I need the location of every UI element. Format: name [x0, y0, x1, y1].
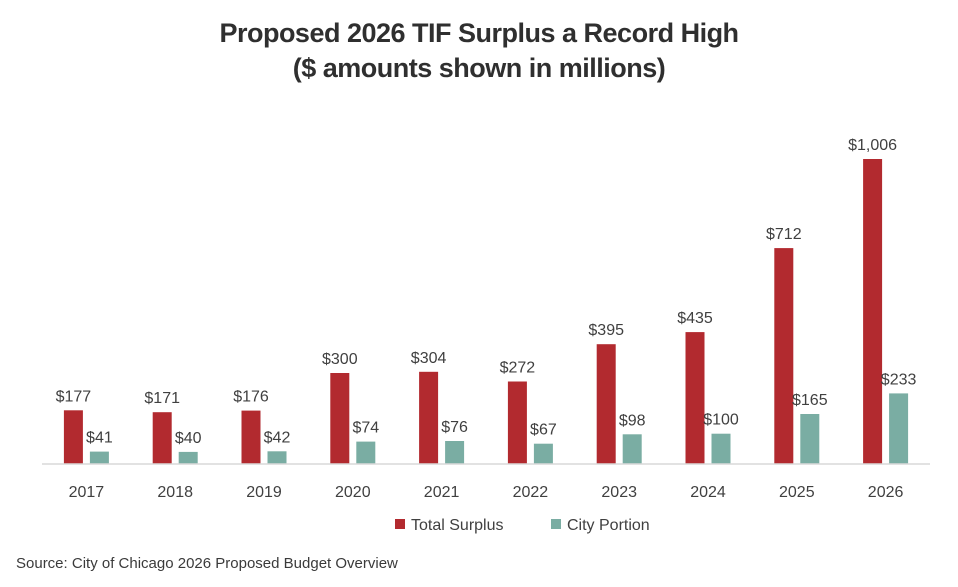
x-tick-label-2021: 2021	[424, 484, 460, 501]
legend-swatch-total-surplus	[395, 519, 405, 529]
x-tick-label-2022: 2022	[513, 484, 549, 501]
bar-city-portion-2024	[711, 433, 731, 464]
data-label-total-surplus-2024: $435	[677, 310, 713, 327]
x-tick-labels: 2017 2018 2019 2020 2021 2022 2023 2024 2025 2026	[69, 484, 904, 501]
bar-total-surplus-2019	[241, 410, 261, 464]
bar-total-surplus-2020	[330, 373, 350, 464]
x-tick-label-2026: 2026	[868, 484, 904, 501]
data-label-city-portion-2026: $233	[881, 371, 917, 388]
x-tick-label-2024: 2024	[690, 484, 726, 501]
data-label-city-portion-2022: $67	[530, 422, 557, 439]
bar-total-surplus-2022	[507, 381, 527, 464]
data-label-city-portion-2018: $40	[175, 430, 202, 447]
x-tick-label-2023: 2023	[601, 484, 637, 501]
data-label-total-surplus-2025: $712	[766, 226, 802, 243]
data-label-total-surplus-2020: $300	[322, 351, 358, 368]
data-label-total-surplus-2022: $272	[500, 360, 536, 377]
data-label-city-portion-2020: $74	[352, 420, 379, 437]
bar-total-surplus-2023	[596, 344, 616, 464]
source-note: Source: City of Chicago 2026 Proposed Bu…	[16, 555, 398, 572]
data-labels-layer: $177 $41 $171 $40 $176 $42 $300 $74 $304 $76 $272 $…	[56, 137, 917, 447]
x-tick-label-2025: 2025	[779, 484, 815, 501]
chart-title-line-1: Proposed 2026 TIF Surplus a Record High	[219, 18, 739, 48]
x-tick-label-2019: 2019	[246, 484, 282, 501]
bars-layer	[63, 159, 909, 464]
bar-total-surplus-2021	[419, 371, 439, 464]
legend-label-total-surplus: Total Surplus	[411, 517, 504, 534]
chart-title-line-2: ($ amounts shown in millions)	[292, 53, 666, 83]
bar-city-portion-2020	[356, 441, 376, 464]
data-label-city-portion-2025: $165	[792, 392, 828, 409]
data-label-city-portion-2023: $98	[619, 412, 646, 429]
legend-swatch-city-portion	[551, 519, 561, 529]
bar-city-portion-2018	[178, 451, 198, 464]
data-label-total-surplus-2023: $395	[588, 322, 624, 339]
bar-city-portion-2025	[800, 414, 820, 464]
legend-label-city-portion: City Portion	[567, 517, 650, 534]
bar-total-surplus-2017	[63, 410, 83, 464]
bar-city-portion-2021	[445, 441, 465, 464]
x-tick-label-2020: 2020	[335, 484, 371, 501]
bar-city-portion-2026	[889, 393, 909, 464]
data-label-total-surplus-2021: $304	[411, 350, 447, 367]
data-label-total-surplus-2018: $171	[144, 390, 180, 407]
bar-city-portion-2017	[89, 451, 109, 464]
x-tick-label-2018: 2018	[157, 484, 193, 501]
chart-title: Proposed 2026 TIF Surplus a Record High …	[0, 16, 958, 86]
bar-city-portion-2022	[533, 443, 553, 464]
data-label-city-portion-2024: $100	[703, 412, 739, 429]
data-label-total-surplus-2017: $177	[56, 388, 92, 405]
data-label-total-surplus-2019: $176	[233, 389, 269, 406]
data-label-city-portion-2021: $76	[441, 419, 468, 436]
bar-city-portion-2019	[267, 451, 287, 464]
legend: Total Surplus City Portion	[395, 517, 650, 534]
bar-total-surplus-2018	[152, 412, 172, 464]
bar-city-portion-2023	[622, 434, 642, 464]
x-tick-label-2017: 2017	[69, 484, 105, 501]
data-label-city-portion-2017: $41	[86, 430, 113, 447]
bar-total-surplus-2025	[774, 248, 794, 464]
data-label-city-portion-2019: $42	[264, 429, 291, 446]
data-label-total-surplus-2026: $1,006	[848, 137, 897, 154]
bar-total-surplus-2024	[685, 332, 705, 464]
bar-total-surplus-2026	[863, 159, 883, 464]
